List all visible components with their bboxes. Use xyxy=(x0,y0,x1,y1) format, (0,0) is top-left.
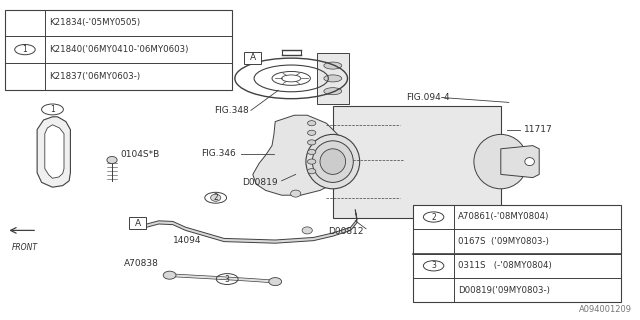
Polygon shape xyxy=(317,53,349,104)
Ellipse shape xyxy=(306,134,360,189)
Text: FIG.348: FIG.348 xyxy=(214,106,249,115)
FancyBboxPatch shape xyxy=(244,52,261,64)
Ellipse shape xyxy=(307,149,316,155)
Ellipse shape xyxy=(307,169,316,174)
Text: 3: 3 xyxy=(431,261,436,270)
Ellipse shape xyxy=(307,140,316,145)
Text: 1: 1 xyxy=(50,105,55,114)
Text: FIG.094-4: FIG.094-4 xyxy=(406,93,450,102)
Ellipse shape xyxy=(302,227,312,234)
Ellipse shape xyxy=(324,75,342,82)
Text: 0167S  ('09MY0803-): 0167S ('09MY0803-) xyxy=(458,237,549,246)
Text: 0311S   (-'08MY0804): 0311S (-'08MY0804) xyxy=(458,261,552,270)
Ellipse shape xyxy=(474,134,527,189)
Text: D00819: D00819 xyxy=(242,178,278,187)
Polygon shape xyxy=(141,210,357,243)
Text: 2: 2 xyxy=(431,212,436,221)
Polygon shape xyxy=(45,125,64,178)
Ellipse shape xyxy=(525,157,534,166)
Polygon shape xyxy=(500,146,540,178)
Text: FRONT: FRONT xyxy=(12,243,37,252)
Polygon shape xyxy=(37,117,70,187)
Text: 3: 3 xyxy=(225,275,230,284)
Ellipse shape xyxy=(324,62,342,69)
Text: FIG.346: FIG.346 xyxy=(202,149,236,158)
Text: 14094: 14094 xyxy=(173,236,202,245)
Text: A: A xyxy=(134,219,141,228)
Ellipse shape xyxy=(320,149,346,174)
Ellipse shape xyxy=(307,130,316,135)
Text: 11717: 11717 xyxy=(524,125,552,134)
Ellipse shape xyxy=(307,121,316,126)
Text: D00812: D00812 xyxy=(328,227,363,236)
Text: A70861(-'08MY0804): A70861(-'08MY0804) xyxy=(458,212,550,221)
Text: K21840('06MY0410-'06MY0603): K21840('06MY0410-'06MY0603) xyxy=(49,45,188,54)
Text: K21837('06MY0603-): K21837('06MY0603-) xyxy=(49,72,140,81)
Polygon shape xyxy=(253,115,349,195)
Text: 1: 1 xyxy=(22,45,28,54)
Ellipse shape xyxy=(269,277,282,285)
Polygon shape xyxy=(333,106,500,218)
Ellipse shape xyxy=(211,194,221,201)
Ellipse shape xyxy=(291,190,301,197)
Ellipse shape xyxy=(307,159,316,164)
Text: K21834(-'05MY0505): K21834(-'05MY0505) xyxy=(49,19,140,28)
FancyBboxPatch shape xyxy=(5,10,232,90)
Text: 0104S*B: 0104S*B xyxy=(120,150,159,159)
Ellipse shape xyxy=(312,141,353,182)
Ellipse shape xyxy=(107,156,117,164)
FancyBboxPatch shape xyxy=(413,205,621,302)
Text: A094001209: A094001209 xyxy=(579,305,632,314)
Text: D00819('09MY0803-): D00819('09MY0803-) xyxy=(458,286,550,295)
Text: 2: 2 xyxy=(213,193,218,202)
FancyBboxPatch shape xyxy=(129,217,146,229)
Text: A70838: A70838 xyxy=(124,260,158,268)
Text: A: A xyxy=(250,53,256,62)
Ellipse shape xyxy=(163,271,176,279)
Ellipse shape xyxy=(324,88,342,95)
